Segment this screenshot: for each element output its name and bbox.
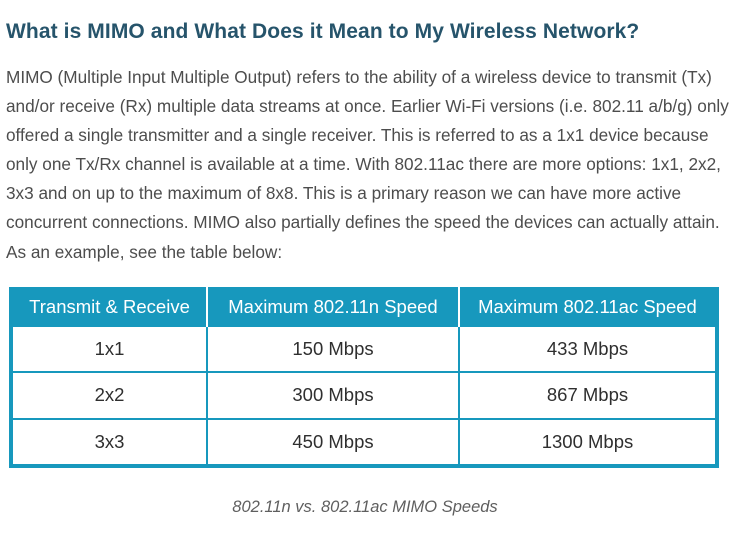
mimo-speed-table: Transmit & Receive Maximum 802.11n Speed… — [9, 287, 719, 468]
table-cell-80211n-speed: 150 Mbps — [207, 327, 460, 373]
table-cell-streams: 1x1 — [13, 327, 208, 373]
column-header-80211ac-speed: Maximum 802.11ac Speed — [478, 296, 697, 317]
table-cell-80211n-speed: 300 Mbps — [207, 372, 460, 420]
article-heading: What is MIMO and What Does it Mean to My… — [6, 20, 640, 43]
table-row: 1x1 150 Mbps 433 Mbps — [13, 327, 715, 373]
table-caption: 802.11n vs. 802.11ac MIMO Speeds — [232, 498, 498, 516]
table-cell-80211ac-speed: 1300 Mbps — [459, 418, 715, 464]
table-row: 2x2 300 Mbps 867 Mbps — [13, 372, 715, 420]
table-cell-80211ac-speed: 433 Mbps — [459, 327, 715, 373]
column-header-transmit-receive: Transmit & Receive — [13, 287, 208, 327]
table-cell-streams: 2x2 — [13, 372, 208, 420]
table-cell-80211n-speed: 450 Mbps — [207, 418, 460, 464]
table-row: 3x3 450 Mbps 1300 Mbps — [13, 418, 715, 464]
table-cell-streams: 3x3 — [13, 418, 208, 464]
table-cell-80211ac-speed: 867 Mbps — [459, 372, 715, 420]
article-paragraph: MIMO (Multiple Input Multiple Output) re… — [6, 67, 729, 262]
table-header-row: Transmit & Receive Maximum 802.11n Speed… — [13, 287, 715, 327]
column-header-80211n-speed: Maximum 802.11n Speed — [207, 287, 460, 327]
